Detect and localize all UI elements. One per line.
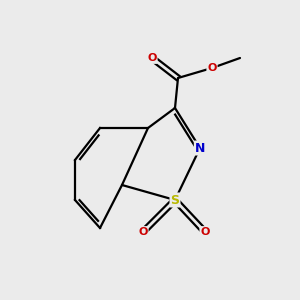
Text: O: O <box>200 227 210 237</box>
Text: N: N <box>195 142 205 154</box>
Text: O: O <box>147 53 157 63</box>
Text: S: S <box>170 194 179 206</box>
Text: O: O <box>138 227 148 237</box>
Text: O: O <box>207 63 217 73</box>
